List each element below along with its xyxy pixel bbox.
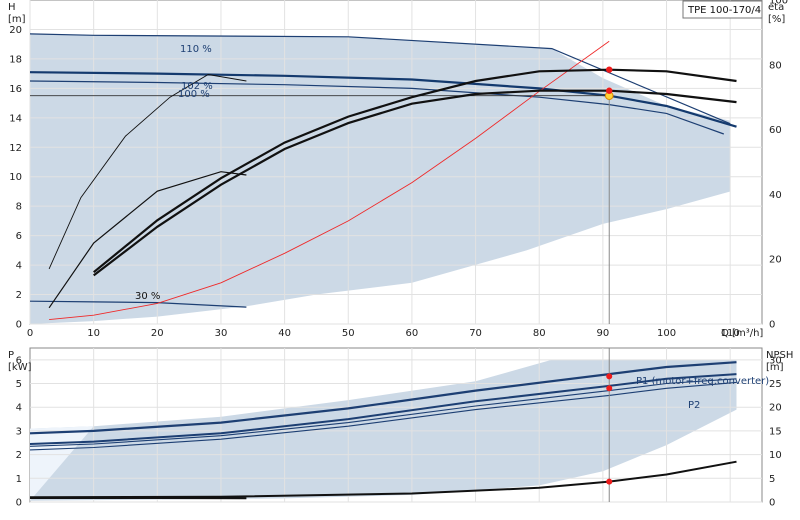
top-series-line [29, 300, 247, 308]
top-y2label-unit: [%] [768, 14, 785, 25]
bottom-y2-tick-label: 5 [769, 474, 775, 485]
top-x-tick-label: 30 [215, 328, 228, 339]
p1-point-marker [606, 373, 613, 380]
top-y2label: eta [768, 2, 784, 13]
eta-point-marker [606, 66, 613, 73]
eta-line [48, 74, 247, 270]
top-y2-tick-label: 100 [769, 0, 788, 7]
top-y-tick-label: 18 [9, 54, 22, 65]
bottom-y-tick-label: 1 [16, 474, 22, 485]
top-x-tick-label: 60 [406, 328, 419, 339]
top-x-tick-label: 100 [657, 328, 676, 339]
bottom-y2-tick-label: 0 [769, 498, 775, 509]
bottom-y2-tick-label: 15 [769, 426, 782, 437]
label-p2: P2 [688, 400, 700, 411]
top-y2-tick-label: 60 [769, 125, 782, 136]
bottom-operating-region [30, 359, 737, 501]
top-y-tick-label: 16 [9, 84, 22, 95]
bottom-y-tick-label: 0 [16, 498, 22, 509]
top-y2-tick-label: 80 [769, 60, 782, 71]
bottom-y-tick-label: 5 [16, 379, 22, 390]
bottom-ylabel: P [8, 350, 14, 361]
top-x-tick-label: 70 [469, 328, 482, 339]
label-30: 30 % [135, 291, 160, 302]
bottom-y2label-unit: [m] [766, 362, 784, 373]
eta-line [48, 171, 247, 309]
bottom-y2-tick-label: 20 [769, 403, 782, 414]
top-xlabel: Q [m³/h] [721, 328, 763, 339]
eta-line [93, 68, 737, 274]
eta-line [93, 89, 737, 277]
label-100: 100 % [178, 89, 210, 100]
bottom-y2label: NPSH [766, 350, 793, 361]
top-x-tick-label: 50 [342, 328, 355, 339]
label-p1: P1 (motor+freq.converter) [636, 376, 769, 387]
bottom-ylabel-unit: [kW] [8, 362, 32, 373]
top-x-tick-label: 80 [533, 328, 546, 339]
bottom-y2-tick-label: 10 [769, 450, 782, 461]
top-x-tick-label: 10 [87, 328, 100, 339]
npsh-point-marker [606, 478, 613, 485]
top-series-line [29, 33, 731, 125]
bottom-y-tick-label: 3 [16, 426, 22, 437]
top-axis-labels: H [m] eta [%] Q [m³/h] TPE 100-170/4 110… [8, 0, 785, 339]
top-x-tick-label: 110 [721, 328, 740, 339]
top-y-tick-label: 6 [16, 231, 22, 242]
top-x-tick-label: 40 [278, 328, 291, 339]
top-x-tick-label: 0 [27, 328, 33, 339]
bottom-axis-labels: P [kW] NPSH [m] P1 (motor+freq.converter… [8, 350, 793, 411]
top-y-tick-label: 8 [16, 202, 22, 213]
top-y-tick-label: 20 [9, 25, 22, 36]
top-x-tick-label: 90 [597, 328, 610, 339]
power-line [29, 378, 737, 447]
bottom-y2-tick-label: 25 [769, 379, 782, 390]
top-y-tick-label: 12 [9, 143, 22, 154]
top-series-line [29, 71, 737, 128]
power-line [29, 373, 737, 445]
bottom-y-tick-label: 6 [16, 355, 22, 366]
top-series-line [49, 40, 610, 321]
bottom-y-tick-label: 4 [16, 403, 22, 414]
bottom-y2-tick-label: 30 [769, 355, 782, 366]
top-series-line [29, 80, 725, 135]
top-y2-tick-label: 0 [769, 320, 775, 331]
top-y-tick-label: 0 [16, 320, 22, 331]
power-line [29, 361, 737, 435]
top-y-tick-label: 14 [9, 113, 22, 124]
top-y-tick-label: 2 [16, 290, 22, 301]
eta-point-marker [606, 87, 613, 94]
chart-title: TPE 100-170/4 [687, 5, 761, 16]
top-ylabel-unit: [m] [8, 14, 26, 25]
power-line [29, 381, 737, 451]
label-110: 110 % [180, 44, 212, 55]
top-y-tick-label: 4 [16, 261, 22, 272]
top-y2-tick-label: 20 [769, 255, 782, 266]
top-ylabel: H [8, 2, 16, 13]
p2-point-marker [606, 385, 613, 392]
title-box [682, 0, 763, 19]
top-y2-tick-label: 40 [769, 190, 782, 201]
bottom-y-tick-label: 2 [16, 450, 22, 461]
top-x-tick-label: 20 [151, 328, 164, 339]
top-y-tick-label: 10 [9, 172, 22, 183]
label-102: 102 % [181, 81, 213, 92]
top-operating-region [30, 33, 731, 325]
npsh-line [29, 460, 737, 499]
